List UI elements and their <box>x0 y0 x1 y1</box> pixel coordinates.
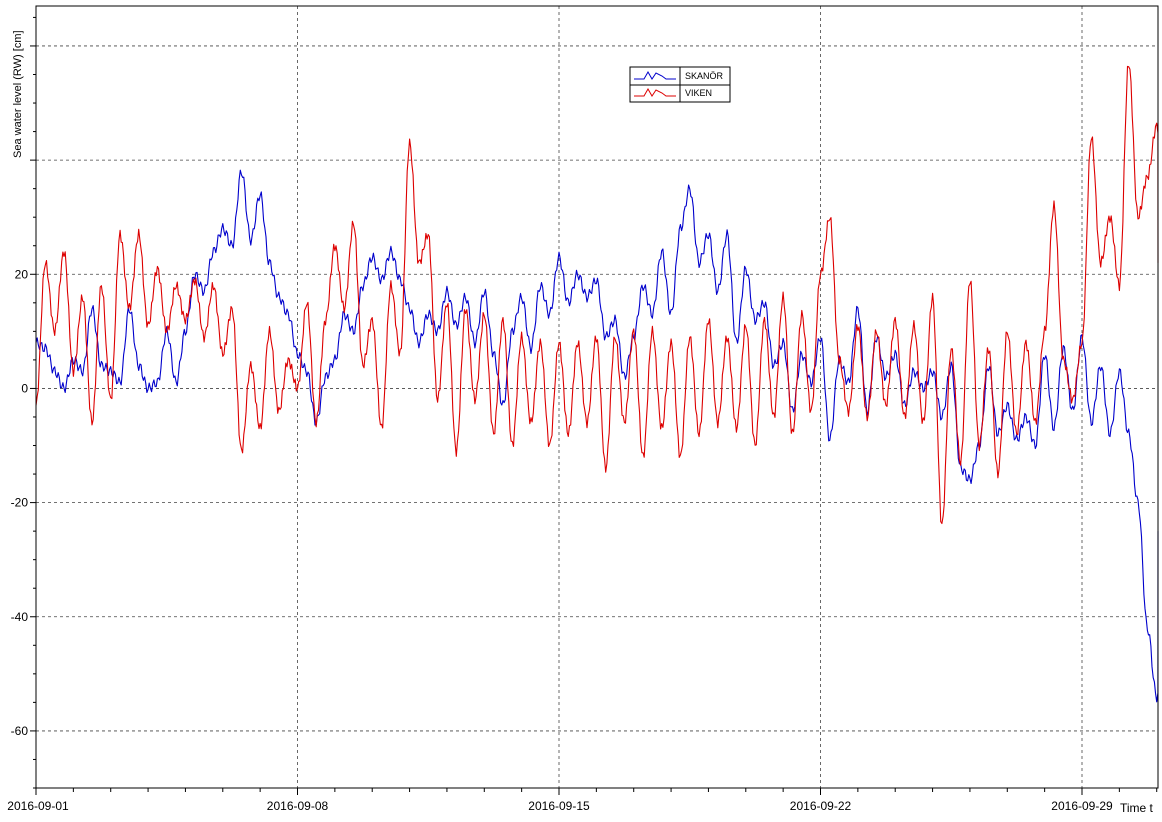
y-axis-title: Sea water level (RW) [cm] <box>12 30 24 158</box>
x-tick-label: 2016-09-08 <box>267 799 329 813</box>
legend: SKANÖR VIKEN <box>629 66 731 103</box>
series-layer <box>35 65 1159 703</box>
x-tick-label: 2016-09-01 <box>7 799 69 813</box>
x-axis-title: Time t <box>1120 801 1154 815</box>
y-tick-label: -40 <box>11 610 29 624</box>
legend-swatch-viken <box>634 87 676 97</box>
y-tick-label: -60 <box>11 724 29 738</box>
x-tick-label: 2016-09-29 <box>1051 799 1113 813</box>
x-tick-label: 2016-09-22 <box>790 799 852 813</box>
plot-frame <box>35 5 1159 789</box>
y-axis: -60 -40 -20 0 20 <box>11 16 36 789</box>
legend-label-viken: VIKEN <box>685 88 712 98</box>
plot-background <box>36 6 1158 788</box>
grid-layer <box>36 6 1158 788</box>
y-tick-label: 20 <box>15 267 29 281</box>
series-line-skanor <box>35 169 1159 703</box>
legend-label-skanor: SKANÖR <box>685 71 724 81</box>
y-tick-label: -20 <box>11 496 29 510</box>
legend-swatch-skanor <box>634 70 676 80</box>
x-axis: 2016-09-01 2016-09-08 2016-09-15 2016-09-22… <box>7 788 1158 813</box>
x-tick-label: 2016-09-15 <box>528 799 590 813</box>
series-line-viken <box>35 65 1159 525</box>
y-tick-label: 0 <box>21 381 28 395</box>
